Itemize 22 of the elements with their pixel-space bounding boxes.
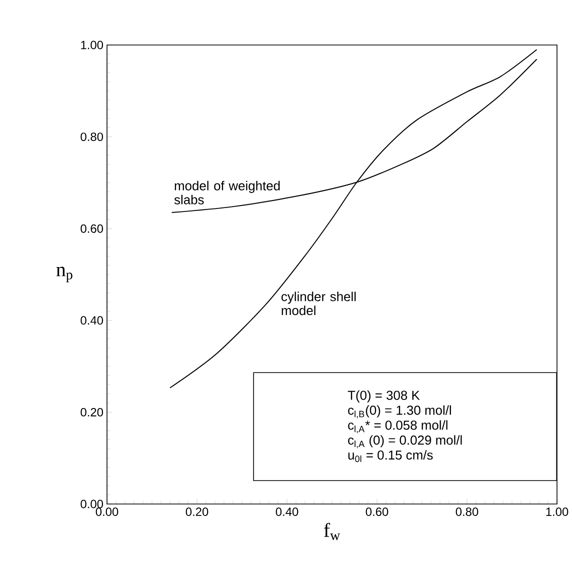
annotation: u$_{0l}$ = 0.15 cm/s <box>348 450 433 462</box>
y-tick-label: 1.00 <box>81 40 104 50</box>
x-tick-label: 0.80 <box>456 508 478 516</box>
x-tick-label: 0.00 <box>96 508 118 516</box>
y-axis-title: n$_{p}$ <box>56 266 72 282</box>
x-tick-label: 1.00 <box>546 508 568 516</box>
y-tick-label: 0.40 <box>80 316 104 325</box>
annotation: c$_{l,A}$ (0) = 0.029 mol/l <box>348 435 462 448</box>
series-label: cylinder shell model <box>282 292 356 316</box>
annotation: c$_{l,B}$(0) = 1.30 mol/l <box>348 405 451 418</box>
annotation: T(0) = 308 K <box>348 390 420 402</box>
y-tick-label: 0.20 <box>80 408 104 416</box>
y-tick-label: 0.00 <box>80 500 104 508</box>
x-axis-title: f$_{w}$ <box>324 522 340 540</box>
y-tick-label: 0.80 <box>80 132 104 142</box>
x-tick-label: 0.60 <box>366 508 388 516</box>
series-label: model of weighted slabs <box>174 180 280 204</box>
annotation: c$_{l,A}$* = 0.058 mol/l <box>348 420 448 434</box>
line-series <box>170 49 538 388</box>
y-tick-label: 0.60 <box>80 224 104 233</box>
x-tick-label: 0.40 <box>276 508 298 516</box>
x-tick-label: 0.20 <box>186 508 208 516</box>
